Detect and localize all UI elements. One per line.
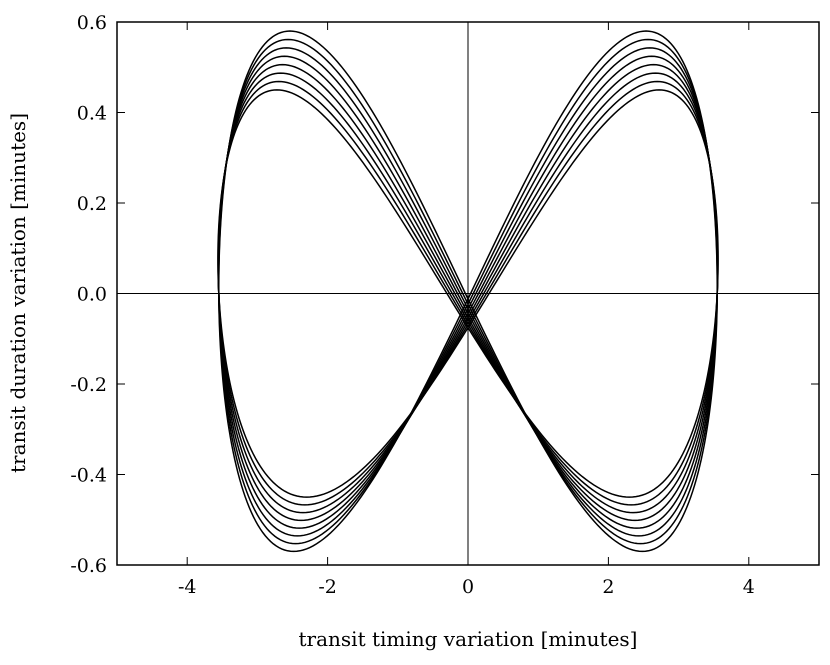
zero-lines: [117, 22, 819, 565]
y-tick-label: -0.4: [70, 465, 107, 487]
x-tick-label: 2: [602, 576, 614, 598]
series-loop: [217, 47, 719, 537]
x-axis-label: transit timing variation [minutes]: [299, 627, 638, 651]
series-loop: [217, 72, 719, 514]
x-tick-label: -4: [178, 576, 197, 598]
curves-group: [217, 30, 719, 553]
y-tick-label: 0.0: [77, 284, 107, 306]
y-tick-label: -0.2: [70, 374, 107, 396]
y-tick-label: 0.4: [77, 103, 107, 125]
x-tick-label: 0: [462, 576, 474, 598]
series-loop: [217, 38, 719, 545]
series-loop: [217, 55, 719, 529]
y-tick-label: 0.2: [77, 193, 107, 215]
x-ticks: -4 -2 0 2 4: [178, 22, 755, 598]
y-tick-label: 0.6: [77, 12, 107, 34]
y-tick-label: -0.6: [70, 555, 107, 577]
x-tick-label: 4: [743, 576, 755, 598]
y-axis-label: transit duration variation [minutes]: [6, 113, 30, 473]
series-loop: [217, 80, 719, 506]
series-loop: [217, 63, 719, 522]
series-loop: [217, 89, 719, 498]
y-ticks: -0.6 -0.4 -0.2 0.0 0.2 0.4 0.6: [70, 12, 819, 577]
x-tick-label: -2: [318, 576, 337, 598]
series-loop: [218, 30, 718, 553]
